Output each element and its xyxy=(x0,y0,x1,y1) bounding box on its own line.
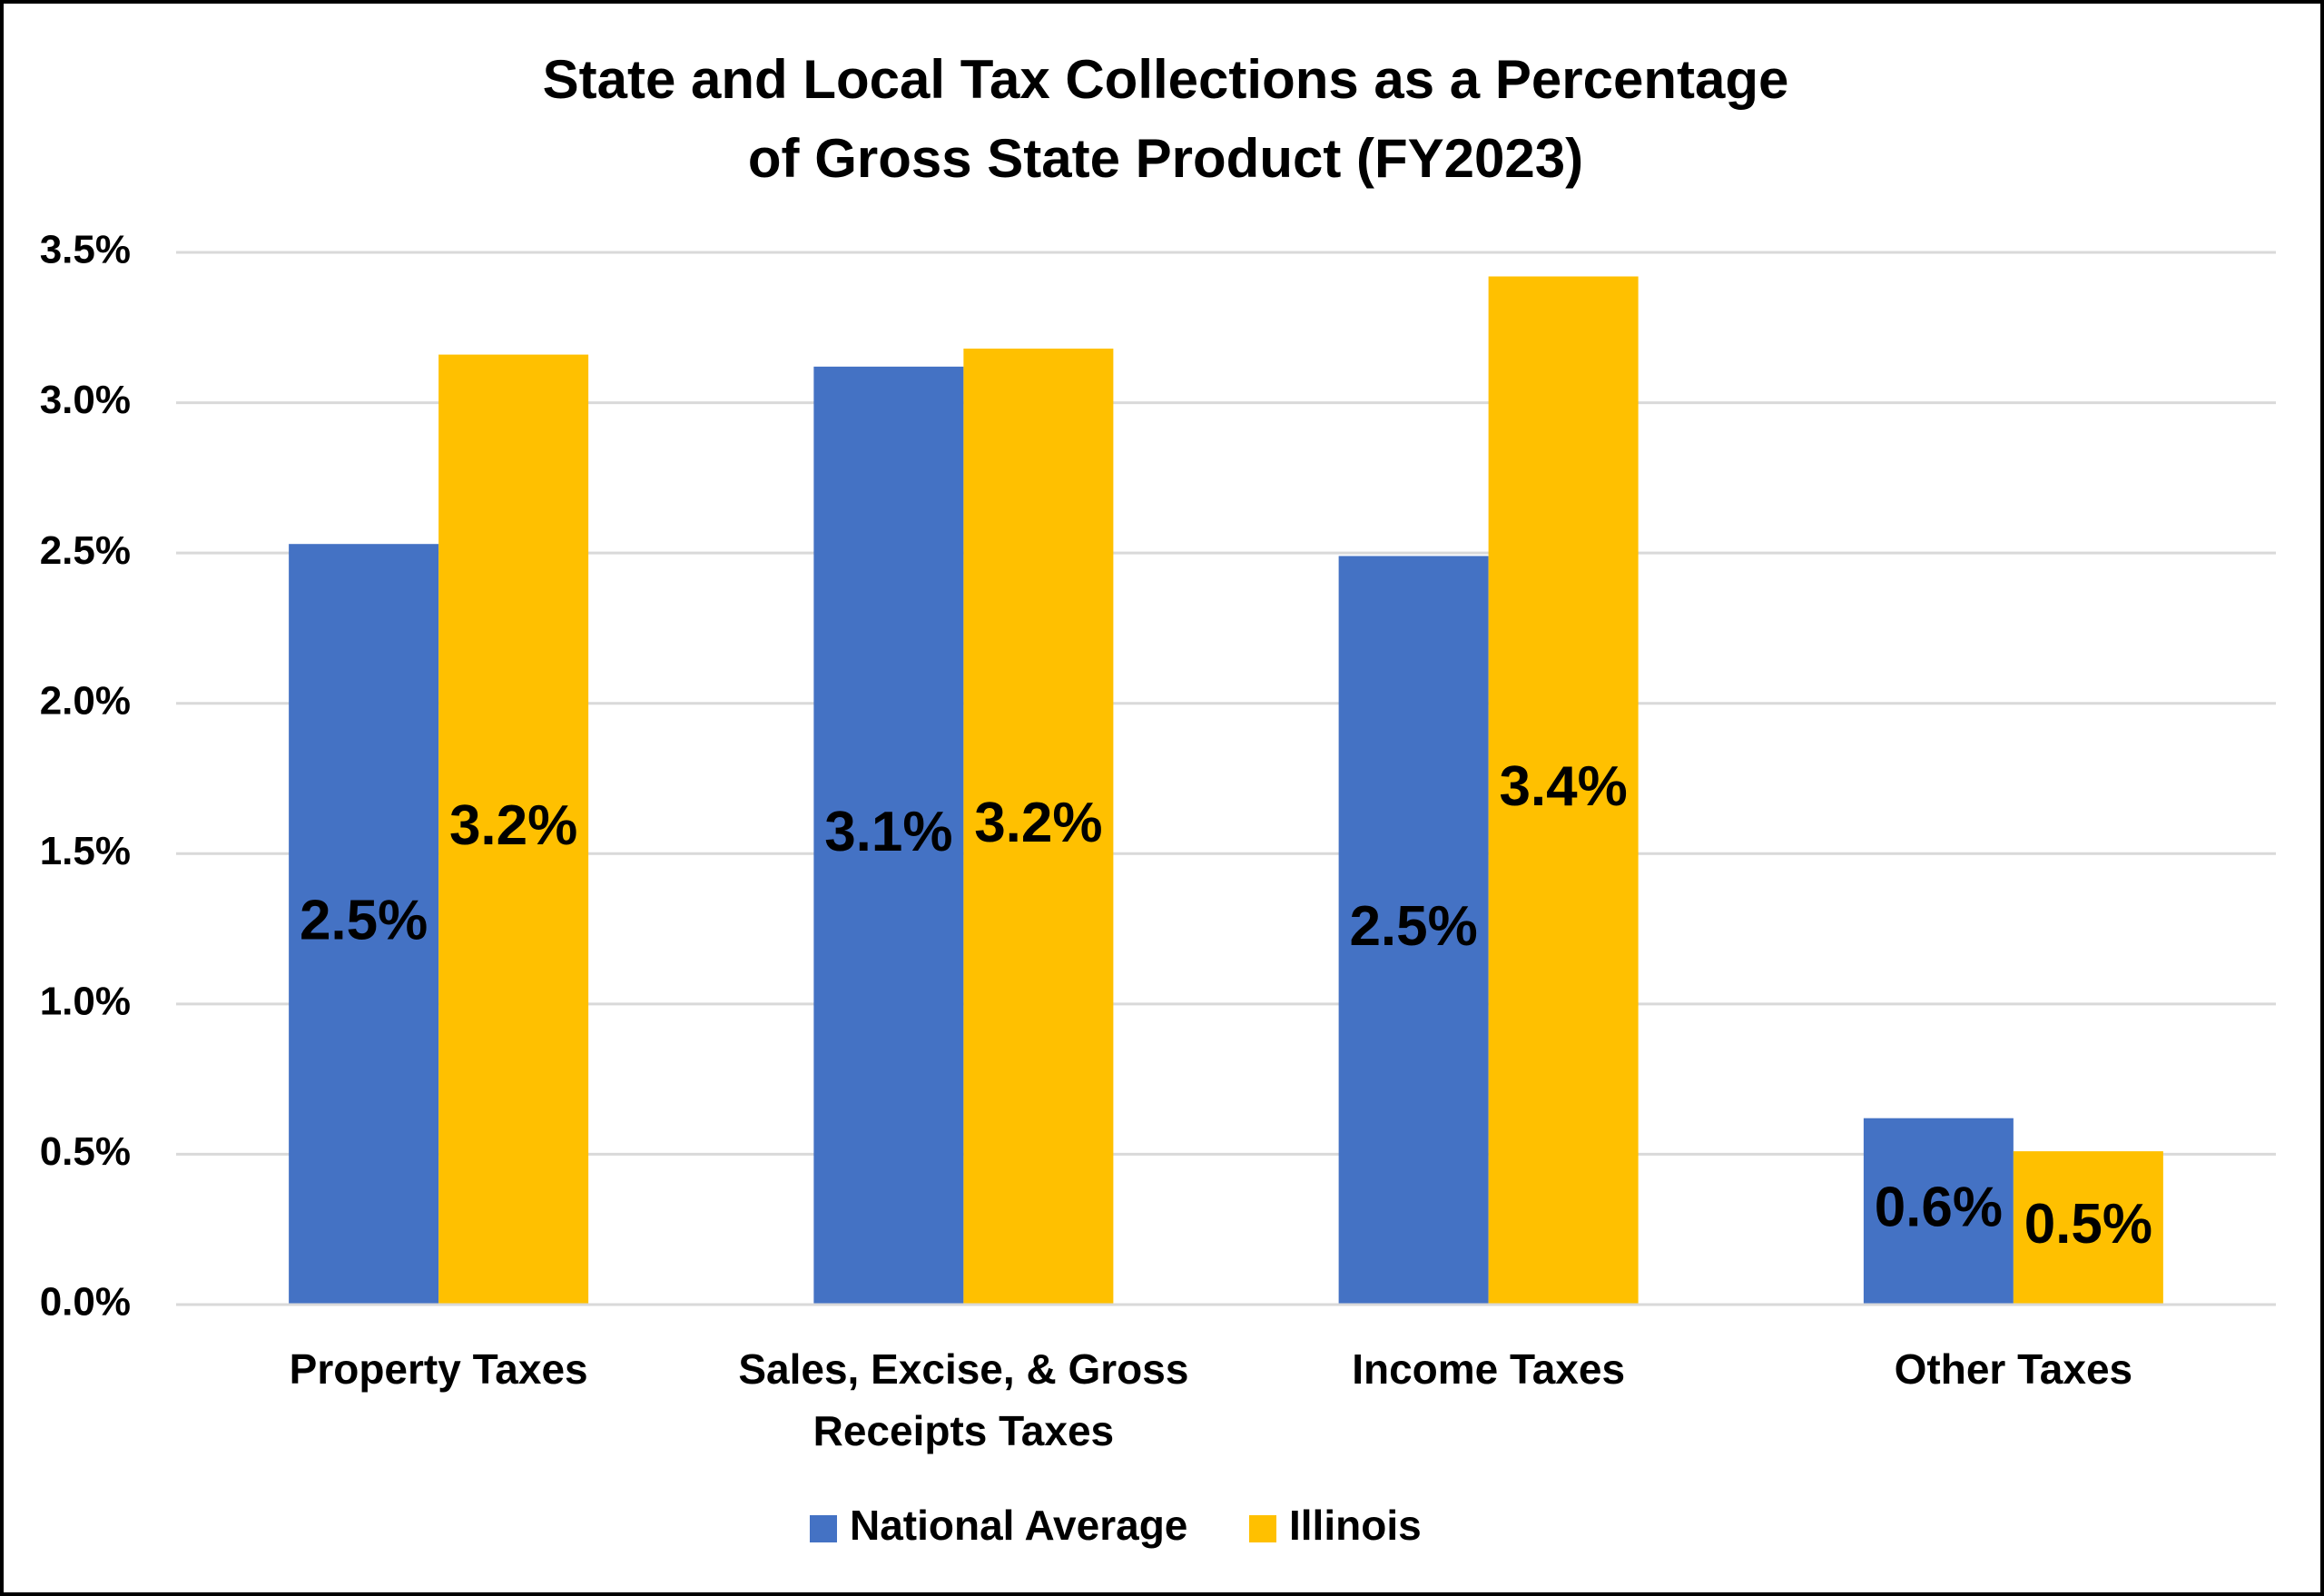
data-label: 3.2% xyxy=(974,792,1102,854)
y-tick-label: 0.0% xyxy=(40,1280,131,1325)
y-tick-label: 2.5% xyxy=(40,528,131,573)
bar xyxy=(1338,556,1489,1305)
bar xyxy=(2013,1151,2163,1305)
y-tick-label: 1.5% xyxy=(40,829,131,873)
data-label: 3.4% xyxy=(1499,755,1627,818)
y-tick-label: 3.0% xyxy=(40,378,131,422)
bar xyxy=(1863,1118,2014,1305)
y-tick-label: 1.0% xyxy=(40,979,131,1023)
legend-swatch xyxy=(1249,1515,1276,1542)
data-label: 0.5% xyxy=(2024,1193,2152,1256)
legend-swatch xyxy=(810,1515,837,1542)
y-tick-label: 0.5% xyxy=(40,1129,131,1174)
data-label: 2.5% xyxy=(1349,895,1477,958)
bar xyxy=(813,366,964,1305)
x-tick-label: Other Taxes xyxy=(1894,1345,2133,1393)
x-tick-label: Sales, Excise, & Gross Receipts Taxes xyxy=(738,1345,1189,1454)
x-tick-label: Income Taxes xyxy=(1352,1345,1626,1393)
legend-label: National Average xyxy=(850,1502,1187,1549)
chart-title: State and Local Tax Collections as a Per… xyxy=(542,49,1789,189)
x-tick-label: Property Taxes xyxy=(289,1345,588,1393)
bar xyxy=(289,544,439,1305)
bar xyxy=(963,348,1114,1305)
legend-label: Illinois xyxy=(1289,1502,1422,1549)
plot: 0.0% 0.5% 1.0% 1.5% 2.0% 2.5% 3.0% 3.5% 2.5% 3.2%… xyxy=(40,228,2276,1549)
data-label: 0.6% xyxy=(1875,1177,2003,1239)
bar xyxy=(438,354,589,1305)
bar xyxy=(1488,276,1639,1305)
data-label: 3.1% xyxy=(824,801,952,863)
y-tick-label: 2.0% xyxy=(40,678,131,723)
y-tick-label: 3.5% xyxy=(40,228,131,272)
data-label: 2.5% xyxy=(300,889,428,951)
data-label: 3.2% xyxy=(449,794,577,857)
